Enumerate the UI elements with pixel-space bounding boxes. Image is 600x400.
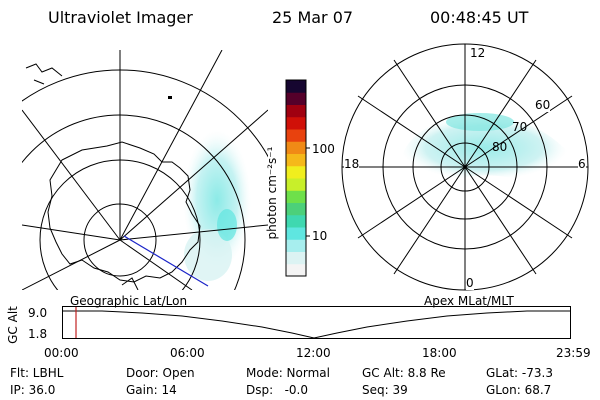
- date-label: 25 Mar 07: [272, 8, 354, 27]
- gc-alt-readout: GC Alt: 8.8 Re: [362, 366, 446, 380]
- glon-readout: GLon: 68.7: [486, 383, 552, 397]
- mode-readout: Mode: Normal: [246, 366, 330, 380]
- aurora-emission-apex: [400, 113, 568, 181]
- apex-panel-label: Apex MLat/MLT: [424, 294, 514, 308]
- time-tick-0600: 06:00: [170, 346, 205, 360]
- altitude-ytick-1-8: 1.8: [28, 327, 48, 341]
- colorbar-swatch: [286, 214, 306, 228]
- colorbar-swatches: [286, 80, 306, 277]
- colorbar-swatch: [286, 153, 306, 167]
- colorbar-swatch: [286, 92, 306, 105]
- time-tick-2359: 23:59: [556, 346, 591, 360]
- colorbar-swatch: [286, 202, 306, 216]
- geographic-map-panel: [22, 50, 268, 290]
- mlt-label-12: 12: [470, 46, 486, 60]
- apex-polar-panel: [341, 43, 589, 291]
- mlt-label-6: 6: [578, 157, 586, 171]
- time-tick-0000: 00:00: [44, 346, 79, 360]
- geo-panel-label: Geographic Lat/Lon: [70, 294, 188, 308]
- colorbar-tick-100: 100: [312, 142, 335, 156]
- time-tick-1200: 12:00: [296, 346, 331, 360]
- time-tick-1800: 18:00: [422, 346, 457, 360]
- app-title: Ultraviolet Imager: [48, 8, 193, 27]
- colorbar-swatch: [286, 227, 306, 240]
- colorbar-swatch: [286, 190, 306, 203]
- mlat-label-60: 60: [535, 98, 551, 112]
- colorbar-swatch: [286, 165, 306, 179]
- altitude-curve: [63, 310, 570, 339]
- door-readout: Door: Open: [126, 366, 195, 380]
- seq-readout: Seq: 39: [362, 383, 408, 397]
- colorbar-swatch: [286, 129, 306, 142]
- colorbar-swatch: [286, 116, 306, 130]
- colorbar-tick-10: 10: [312, 229, 328, 243]
- mlat-label-80: 80: [492, 140, 508, 154]
- mlt-label-18: 18: [344, 157, 360, 171]
- colorbar-unit-label: photon cm⁻²s⁻¹: [265, 146, 279, 240]
- colorbar: [285, 79, 310, 277]
- colorbar-swatch: [286, 251, 306, 265]
- colorbar-swatch: [286, 104, 306, 118]
- altitude-ytick-9: 9.0: [28, 306, 48, 320]
- glat-readout: GLat: -73.3: [486, 366, 553, 380]
- colorbar-swatch: [286, 80, 306, 93]
- mlt-lines: [342, 44, 588, 290]
- time-label: 00:48:45 UT: [430, 8, 529, 27]
- altitude-plot: [62, 306, 571, 339]
- continent-outline: [47, 141, 201, 283]
- dsp-readout: Dsp: -0.0: [246, 383, 309, 397]
- gain-readout: Gain: 14: [126, 383, 177, 397]
- satellite-track: [123, 235, 209, 287]
- colorbar-swatch: [286, 263, 306, 277]
- aurora-emission-geo: [183, 130, 251, 281]
- colorbar-swatch: [286, 141, 306, 154]
- filter-readout: Flt: LBHL: [10, 366, 64, 380]
- colorbar-swatch: [286, 239, 306, 252]
- mlat-label-70: 70: [512, 120, 528, 134]
- colorbar-swatch: [286, 178, 306, 191]
- mlt-label-0: 0: [466, 276, 474, 290]
- altitude-ylabel: GC Alt: [5, 306, 20, 344]
- longitude-lines: [22, 50, 268, 290]
- ip-readout: IP: 36.0: [10, 383, 56, 397]
